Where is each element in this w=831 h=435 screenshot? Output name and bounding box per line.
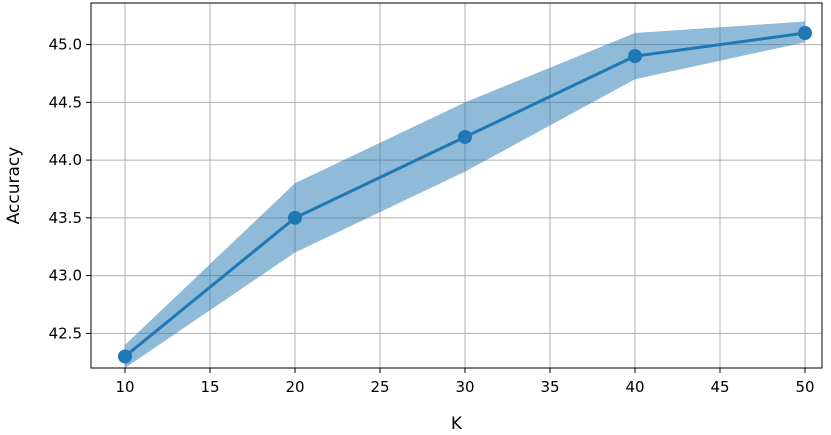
y-axis-ticks: 42.5 43.0 43.5 44.0 44.5 45.0 bbox=[49, 36, 91, 342]
x-tick-label: 50 bbox=[795, 378, 814, 396]
confidence-band bbox=[125, 21, 805, 368]
data-point bbox=[118, 349, 132, 364]
data-points bbox=[118, 26, 812, 364]
y-tick-label: 42.5 bbox=[49, 324, 82, 342]
x-tick-label: 40 bbox=[625, 378, 644, 396]
y-axis-label: Accuracy bbox=[4, 147, 24, 225]
y-tick-label: 43.5 bbox=[49, 209, 82, 227]
data-point bbox=[288, 210, 302, 225]
x-tick-label: 15 bbox=[200, 378, 219, 396]
x-tick-label: 25 bbox=[370, 378, 389, 396]
y-tick-label: 45.0 bbox=[49, 36, 82, 54]
plot-frame bbox=[90, 2, 823, 369]
y-tick-label: 44.5 bbox=[49, 93, 82, 111]
data-point bbox=[798, 26, 812, 41]
data-point bbox=[628, 49, 642, 64]
x-tick-label: 30 bbox=[455, 378, 474, 396]
x-axis-label: K bbox=[451, 414, 463, 434]
x-axis-ticks: 10 15 20 25 30 35 40 45 50 bbox=[115, 368, 815, 396]
x-tick-label: 45 bbox=[710, 378, 729, 396]
x-tick-label: 35 bbox=[540, 378, 559, 396]
y-tick-label: 44.0 bbox=[49, 151, 82, 169]
x-tick-label: 10 bbox=[115, 378, 134, 396]
x-tick-label: 20 bbox=[285, 378, 304, 396]
data-point bbox=[458, 129, 472, 144]
y-tick-label: 43.0 bbox=[49, 267, 82, 285]
